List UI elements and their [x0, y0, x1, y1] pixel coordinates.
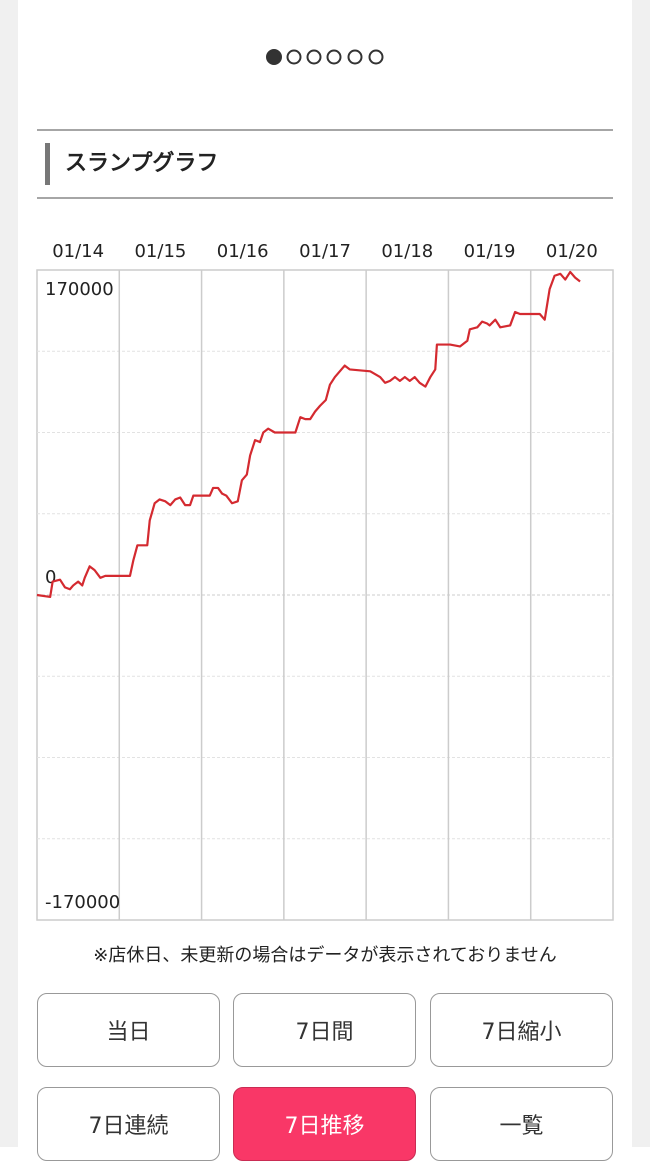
y-tick-label: -170000 — [45, 892, 120, 913]
x-tick-label: 01/18 — [381, 241, 433, 262]
chart: スランプグラフ ※店休日、未更新の場合はデータが表示されておりません 01/14… — [36, 49, 614, 966]
pager-dots[interactable] — [266, 49, 384, 65]
y-tick-label: 0 — [45, 567, 56, 588]
x-tick-label: 01/16 — [217, 241, 269, 262]
x-tick-label: 01/17 — [299, 241, 351, 262]
x-tick-label: 01/19 — [464, 241, 516, 262]
note: ※店休日、未更新の場合はデータが表示されておりません — [93, 945, 556, 966]
tab-button[interactable]: 7日間 — [233, 993, 416, 1067]
title-bar — [45, 143, 50, 185]
x-tick-label: 01/20 — [546, 241, 598, 262]
data-line — [36, 270, 581, 599]
tab-button[interactable]: 当日 — [37, 993, 220, 1067]
x-tick-label: 01/15 — [134, 241, 186, 262]
tab-button[interactable]: 一覧 — [430, 1087, 613, 1161]
tab-button[interactable]: 7日縮小 — [430, 993, 613, 1067]
edge — [0, 0, 18, 1147]
section-title: スランプグラフ — [65, 150, 218, 176]
tab-button[interactable]: 7日連続 — [37, 1087, 220, 1161]
edge — [632, 0, 650, 1147]
y-tick-label: 170000 — [45, 279, 114, 300]
x-tick-label: 01/14 — [52, 241, 104, 262]
tab-button[interactable]: 7日推移 — [233, 1087, 416, 1161]
